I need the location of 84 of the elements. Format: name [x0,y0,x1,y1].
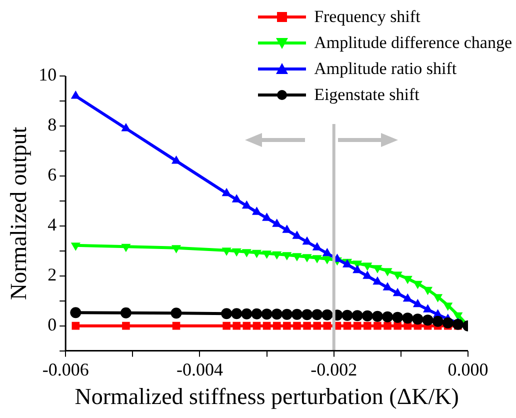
point [282,224,292,233]
point [352,310,363,322]
point [122,322,130,330]
point [342,310,353,321]
point [372,310,383,322]
x-tick-label: 0.000 [448,359,488,380]
legend-label: Frequency shift [314,6,420,28]
point [412,298,422,308]
y-tick-label: 6 [48,164,57,185]
x-axis-title: Normalized stiffness perturbation (ΔK/K) [74,384,459,410]
point [262,322,271,330]
point [242,200,252,209]
point [312,309,323,320]
point [252,322,261,330]
point [231,308,242,320]
point [432,316,444,327]
point [422,304,433,312]
point [171,155,182,164]
point [222,188,232,196]
y-tick-label: 0 [48,314,57,335]
point [262,212,272,221]
point [362,310,373,322]
point [283,322,291,330]
y-tick-label: 2 [48,264,57,285]
point [281,308,292,320]
point [382,282,392,290]
point [422,314,434,326]
legend-label: Eigenstate shift [314,84,420,106]
point [271,308,282,320]
point [242,322,251,330]
point [362,270,372,279]
point [353,322,362,330]
point [252,206,262,215]
point [221,308,232,320]
point [382,311,394,322]
point [170,308,182,319]
point [313,322,321,330]
point [374,322,382,330]
legend-label: Amplitude ratio shift [314,58,457,80]
point [452,318,464,330]
point [384,322,392,330]
x-tick-label: -0.006 [42,359,89,380]
point [272,322,281,330]
point [70,90,80,99]
point [392,312,404,323]
point [120,307,132,318]
x-tick-label: -0.002 [310,359,358,380]
point [312,242,322,250]
point [392,288,402,296]
point [72,322,80,330]
point [364,322,372,330]
point [121,122,131,132]
point [251,308,262,320]
point [272,218,282,227]
point [412,314,424,325]
legend-label: Amplitude difference change [314,32,512,54]
point [442,317,454,328]
point [352,264,362,274]
point [394,322,402,330]
y-tick-label: 4 [48,214,57,235]
point [222,322,230,330]
point [232,194,242,202]
point [402,312,414,324]
y-axis-title: Normalized output [6,126,31,300]
y-tick-label: 8 [48,114,57,135]
point [302,309,313,320]
point [172,322,180,330]
point [372,276,382,285]
point [241,308,252,320]
y-tick-label: 10 [38,64,57,85]
point [302,236,312,245]
point [291,308,302,320]
x-tick-label: -0.004 [176,359,223,380]
point [303,322,311,330]
point [293,322,301,330]
point [261,308,272,320]
point [323,322,332,330]
point [232,322,241,330]
point [322,248,332,256]
point [343,322,352,330]
point [292,230,302,239]
point [322,309,333,320]
point [70,307,82,318]
point [402,293,412,302]
